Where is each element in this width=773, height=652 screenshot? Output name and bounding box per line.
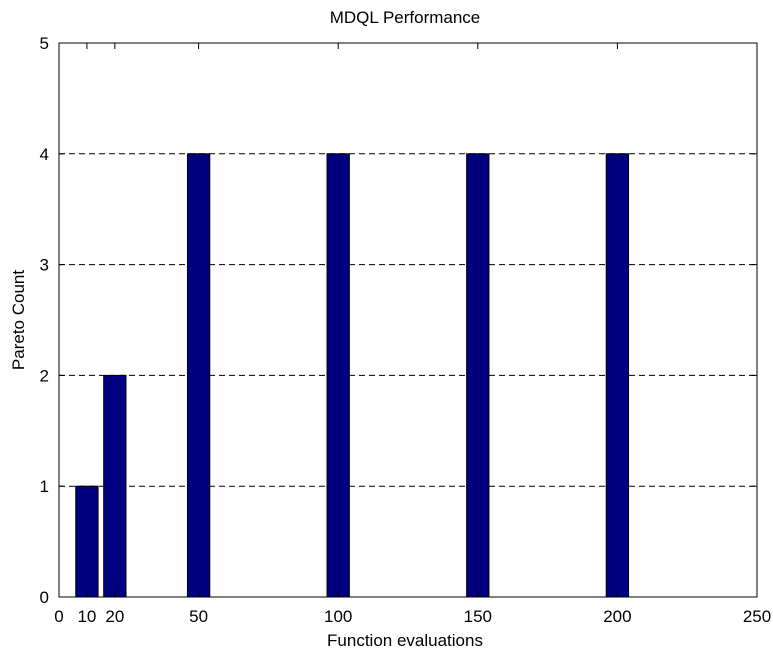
x-tick-label: 150 — [464, 607, 492, 626]
bar — [326, 153, 350, 598]
x-tick-labels: 0 10 20 50 100 150 200 250 — [54, 607, 771, 626]
bar — [605, 153, 630, 598]
y-tick-label: 5 — [40, 34, 49, 53]
x-tick-label: 250 — [743, 607, 771, 626]
y-tick-label: 4 — [40, 145, 49, 164]
y-tick-label: 3 — [40, 256, 49, 275]
bar — [75, 485, 99, 598]
y-tick-label: 2 — [40, 366, 49, 385]
ticks — [58, 42, 758, 598]
y-tick-label: 0 — [40, 588, 49, 607]
y-tick-label: 1 — [40, 477, 49, 496]
bar — [466, 153, 490, 598]
x-tick-label: 50 — [189, 607, 208, 626]
gridlines — [59, 153, 757, 487]
x-tick-label: 20 — [105, 607, 124, 626]
y-axis-label: Pareto Count — [9, 270, 28, 370]
x-tick-label: 100 — [324, 607, 352, 626]
x-tick-label: 0 — [54, 607, 63, 626]
chart-title: MDQL Performance — [330, 8, 481, 27]
x-tick-label: 200 — [603, 607, 631, 626]
x-axis-label: Function evaluations — [327, 631, 483, 650]
bar — [103, 374, 127, 598]
axes-box — [58, 42, 758, 598]
bars — [75, 153, 630, 598]
x-tick-label: 10 — [77, 607, 96, 626]
bar — [186, 153, 211, 598]
y-tick-labels: 0 1 2 3 4 5 — [40, 34, 49, 607]
